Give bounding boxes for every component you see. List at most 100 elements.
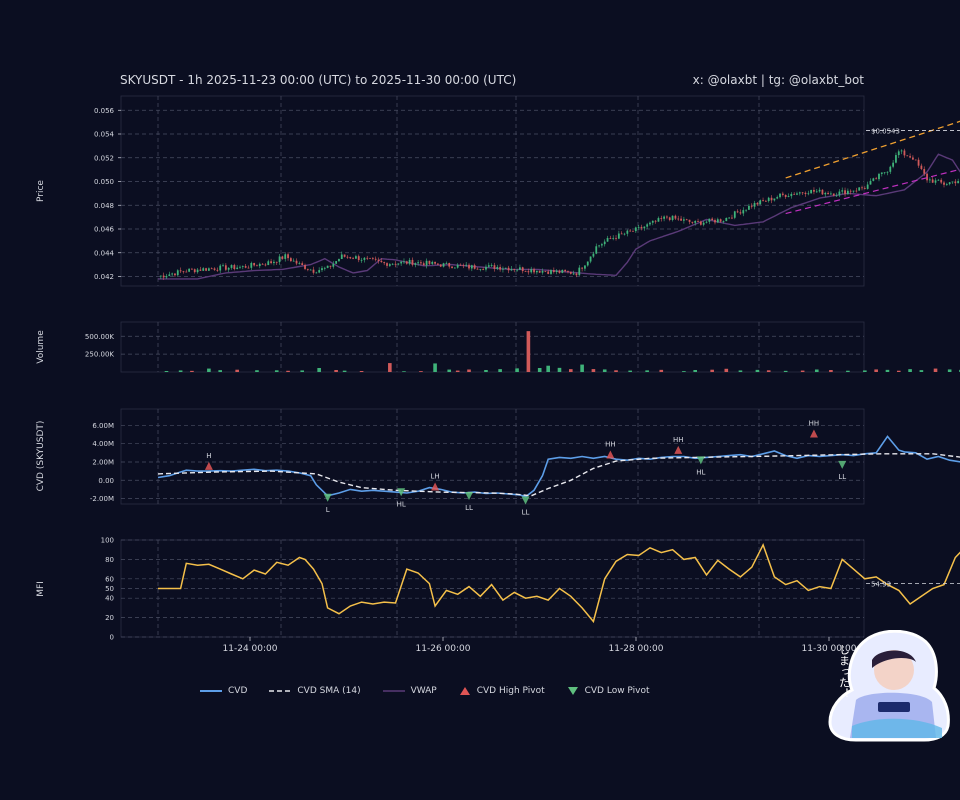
legend-label-cvd: CVD [228, 686, 248, 696]
candle-body [182, 271, 185, 273]
volume-bar [557, 367, 562, 372]
candle-body [569, 271, 572, 274]
candle-body [736, 211, 739, 213]
volume-bar [526, 331, 531, 372]
candle-body [646, 224, 649, 227]
candle-body [253, 262, 256, 266]
candle-body [397, 263, 400, 265]
cvd-pivot-label-7: HH [673, 436, 684, 444]
candle-body [660, 218, 663, 219]
candle-body [564, 269, 567, 272]
candle-body [880, 172, 883, 174]
candle-body [408, 259, 411, 264]
price-ytick-label-0: 0.042 [94, 273, 114, 281]
candle-body [439, 264, 442, 267]
candle-body [159, 275, 162, 277]
legend-label-high-pivot: CVD High Pivot [476, 686, 545, 696]
candle-body [284, 254, 287, 259]
mfi-panel-ylabel: MFI [36, 581, 46, 597]
candle-body [448, 262, 451, 267]
candle-body [315, 272, 318, 274]
legend-swatch-cvd-sma [269, 690, 292, 692]
candle-body [516, 269, 518, 271]
candle-body [312, 269, 315, 273]
candle-body [275, 261, 278, 263]
volume-bar [419, 371, 423, 372]
price-ytick-label-2: 0.046 [94, 226, 115, 234]
candle-body [544, 270, 547, 272]
candle-body [453, 267, 456, 269]
candle-body [943, 182, 945, 185]
cvd-pivot-label-2: HL [397, 500, 406, 508]
candle-body [609, 237, 612, 239]
candle-body [756, 203, 759, 205]
volume-bar [724, 368, 729, 372]
volume-bar [447, 369, 452, 372]
candle-body [846, 190, 849, 195]
mfi-ytick-label-6: 100 [101, 537, 114, 545]
candle-body [360, 259, 363, 261]
candle-body [804, 192, 807, 194]
candle-body [781, 193, 784, 195]
candle-body [589, 256, 592, 262]
cvd-pivot-label-8: HL [696, 468, 705, 476]
candle-body [171, 273, 174, 275]
price-ytick-label-4: 0.050 [94, 178, 114, 186]
candle-body [273, 261, 275, 264]
candle-body [340, 254, 343, 260]
mascot-caption: しまった！ [838, 644, 851, 699]
volume-bar [863, 370, 867, 372]
mascot-waves [852, 718, 942, 738]
volume-bar [783, 370, 788, 372]
candle-body [680, 218, 682, 221]
candle-body [912, 157, 914, 160]
volume-bar [580, 364, 584, 372]
candle-body [521, 267, 524, 272]
cvd-sma-line [157, 453, 960, 497]
cvd-ytick-label-3: 4.00M [92, 440, 114, 448]
candle-body [236, 267, 239, 270]
price-panel-ylabel: Price [36, 180, 46, 202]
candle-body [824, 192, 827, 195]
volume-bar [602, 369, 607, 372]
volume-bar [546, 365, 550, 372]
candle-body [289, 258, 292, 262]
volume-bar [235, 369, 239, 372]
triangle-down-icon [567, 687, 578, 695]
candle-body [309, 269, 312, 271]
candle-body [547, 271, 550, 274]
x-tick-label-3: 11-30 00:00 [802, 644, 857, 654]
price-ytick-label-5: 0.052 [94, 154, 114, 162]
candle-body [764, 200, 767, 202]
cvd-pivot-label-5: LL [522, 509, 530, 517]
candle-body [250, 262, 253, 268]
candle-body [643, 226, 646, 229]
candle-body [914, 159, 917, 161]
cvd-low-pivot-marker [323, 493, 332, 502]
candle-body [892, 162, 895, 167]
candle-body [719, 219, 722, 222]
volume-bar [846, 370, 850, 372]
candle-body [640, 226, 643, 229]
mfi-ytick-label-5: 80 [105, 556, 114, 564]
volume-bar [693, 370, 698, 372]
candle-body [462, 265, 465, 267]
volume-bar [908, 369, 912, 372]
candle-body [219, 265, 222, 271]
candle-body [666, 216, 668, 218]
volume-bar [738, 370, 743, 372]
candle-body [479, 269, 482, 271]
candle-body [417, 262, 420, 264]
candle-body [787, 196, 790, 198]
candle-body [329, 265, 332, 267]
candle-body [663, 216, 666, 219]
candle-body [298, 263, 301, 265]
candle-body [538, 270, 541, 273]
candle-body [612, 237, 615, 239]
candle-body [400, 261, 403, 264]
candle-body [230, 265, 233, 268]
candle-body [940, 179, 943, 183]
candle-body [278, 256, 281, 263]
volume-bar [359, 371, 364, 372]
